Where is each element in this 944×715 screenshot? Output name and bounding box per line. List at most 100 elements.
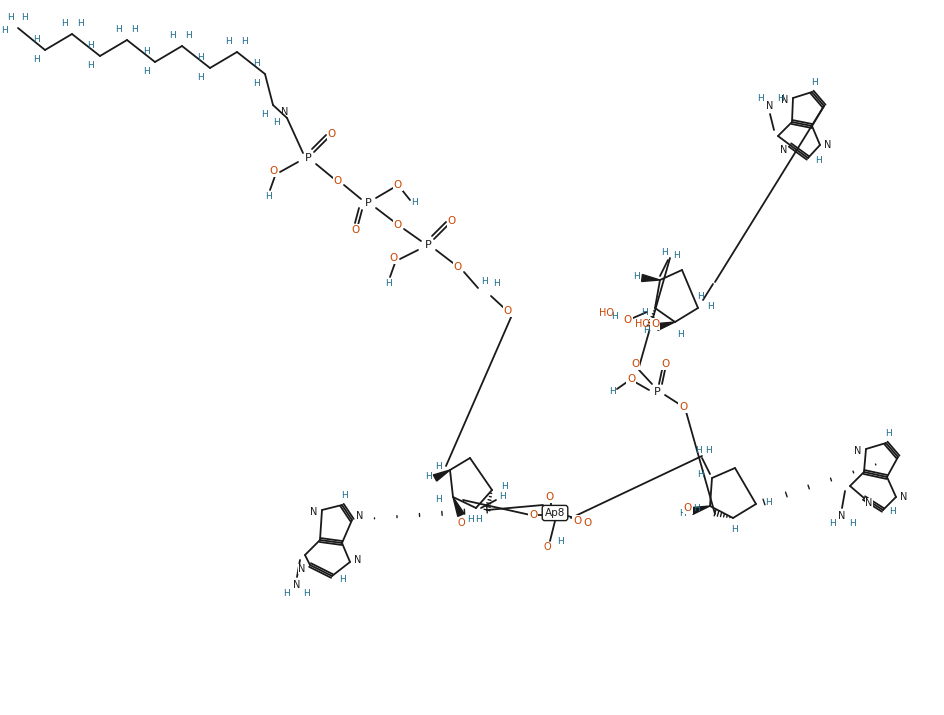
Text: H: H [678, 510, 684, 518]
Text: H: H [76, 19, 83, 27]
Polygon shape [452, 497, 464, 516]
Text: H: H [498, 491, 505, 500]
Text: H: H [424, 471, 430, 480]
Text: H: H [384, 279, 391, 287]
Text: H: H [241, 36, 247, 46]
Text: P: P [424, 240, 430, 250]
Text: H: H [611, 312, 617, 320]
Text: H: H [225, 36, 231, 46]
Text: O: O [453, 262, 462, 272]
Text: H: H [696, 470, 702, 478]
Text: N: N [853, 446, 861, 456]
Text: H: H [884, 428, 890, 438]
Text: H: H [252, 59, 259, 67]
Text: H: H [556, 536, 563, 546]
Text: H: H [467, 515, 474, 523]
Text: O: O [394, 220, 402, 230]
Text: H: H [828, 520, 834, 528]
Text: H: H [340, 490, 347, 500]
Text: H: H [114, 24, 121, 34]
Text: H: H [33, 34, 40, 44]
Text: H: H [143, 66, 149, 76]
Text: O: O [623, 315, 632, 325]
Text: O: O [351, 225, 360, 235]
Text: H: H [692, 503, 699, 513]
Text: P: P [364, 198, 371, 208]
Text: H: H [474, 516, 480, 525]
Text: H: H [264, 192, 271, 200]
Text: O: O [394, 180, 402, 190]
Text: O: O [543, 542, 550, 552]
Text: H: H [641, 307, 648, 317]
Text: H: H [88, 61, 94, 69]
Text: H: H [492, 279, 498, 287]
Text: H: H [810, 77, 817, 87]
Text: H: H [480, 277, 487, 285]
Text: H: H [848, 520, 854, 528]
Text: H: H [60, 19, 67, 27]
Text: O: O [631, 359, 638, 369]
Text: H: H [261, 109, 267, 119]
Text: H: H [272, 117, 279, 127]
Text: HO: HO [598, 308, 614, 318]
Text: H: H [411, 197, 417, 207]
Text: H: H [22, 12, 28, 21]
Text: O: O [546, 492, 553, 502]
Text: HO: HO [634, 319, 649, 329]
Text: O: O [626, 374, 634, 384]
Text: H: H [434, 461, 441, 470]
Text: H: H [706, 302, 713, 310]
Text: N: N [780, 145, 787, 155]
Text: N: N [865, 498, 871, 508]
Text: O: O [457, 518, 464, 528]
Text: P: P [653, 387, 660, 397]
Text: H: H [197, 72, 204, 82]
Text: N: N [298, 564, 305, 574]
Text: H: H [731, 526, 737, 535]
Text: H: H [7, 12, 13, 21]
Text: N: N [766, 101, 773, 111]
Text: H: H [660, 247, 666, 257]
Polygon shape [433, 470, 449, 481]
Text: O: O [333, 176, 342, 186]
Polygon shape [655, 322, 674, 330]
Polygon shape [641, 275, 659, 282]
Text: H: H [252, 79, 259, 87]
Text: H: H [676, 330, 683, 338]
Text: H: H [756, 94, 763, 102]
Text: H: H [764, 498, 770, 506]
Text: N: N [781, 95, 788, 105]
Text: H: H [303, 588, 310, 598]
Text: H: H [888, 508, 896, 516]
Text: O: O [660, 359, 668, 369]
Text: H: H [88, 41, 94, 49]
Text: Ap8: Ap8 [545, 508, 565, 518]
Text: H: H [608, 387, 615, 395]
Text: O: O [270, 166, 278, 176]
Text: N: N [293, 580, 300, 590]
Text: P: P [304, 153, 311, 163]
Text: H: H [197, 52, 204, 61]
Text: H: H [33, 54, 40, 64]
Text: H: H [643, 325, 649, 335]
Text: O: O [447, 216, 456, 226]
Text: H: H [130, 24, 137, 34]
Text: O: O [678, 402, 686, 412]
Text: H: H [435, 495, 442, 503]
Text: N: N [354, 555, 362, 565]
Text: N: N [310, 507, 317, 517]
Text: H: H [672, 250, 679, 260]
Text: O: O [582, 518, 591, 528]
Text: H: H [776, 94, 783, 102]
Text: O: O [529, 510, 536, 520]
Text: H: H [500, 481, 507, 490]
Text: H: H [338, 574, 345, 583]
Text: H: H [169, 31, 177, 39]
Text: H: H [143, 46, 149, 56]
Text: H: H [185, 31, 193, 39]
Text: O: O [572, 516, 581, 526]
Text: H: H [283, 588, 290, 598]
Text: N: N [837, 511, 845, 521]
Polygon shape [690, 506, 709, 514]
Text: N: N [823, 140, 831, 150]
